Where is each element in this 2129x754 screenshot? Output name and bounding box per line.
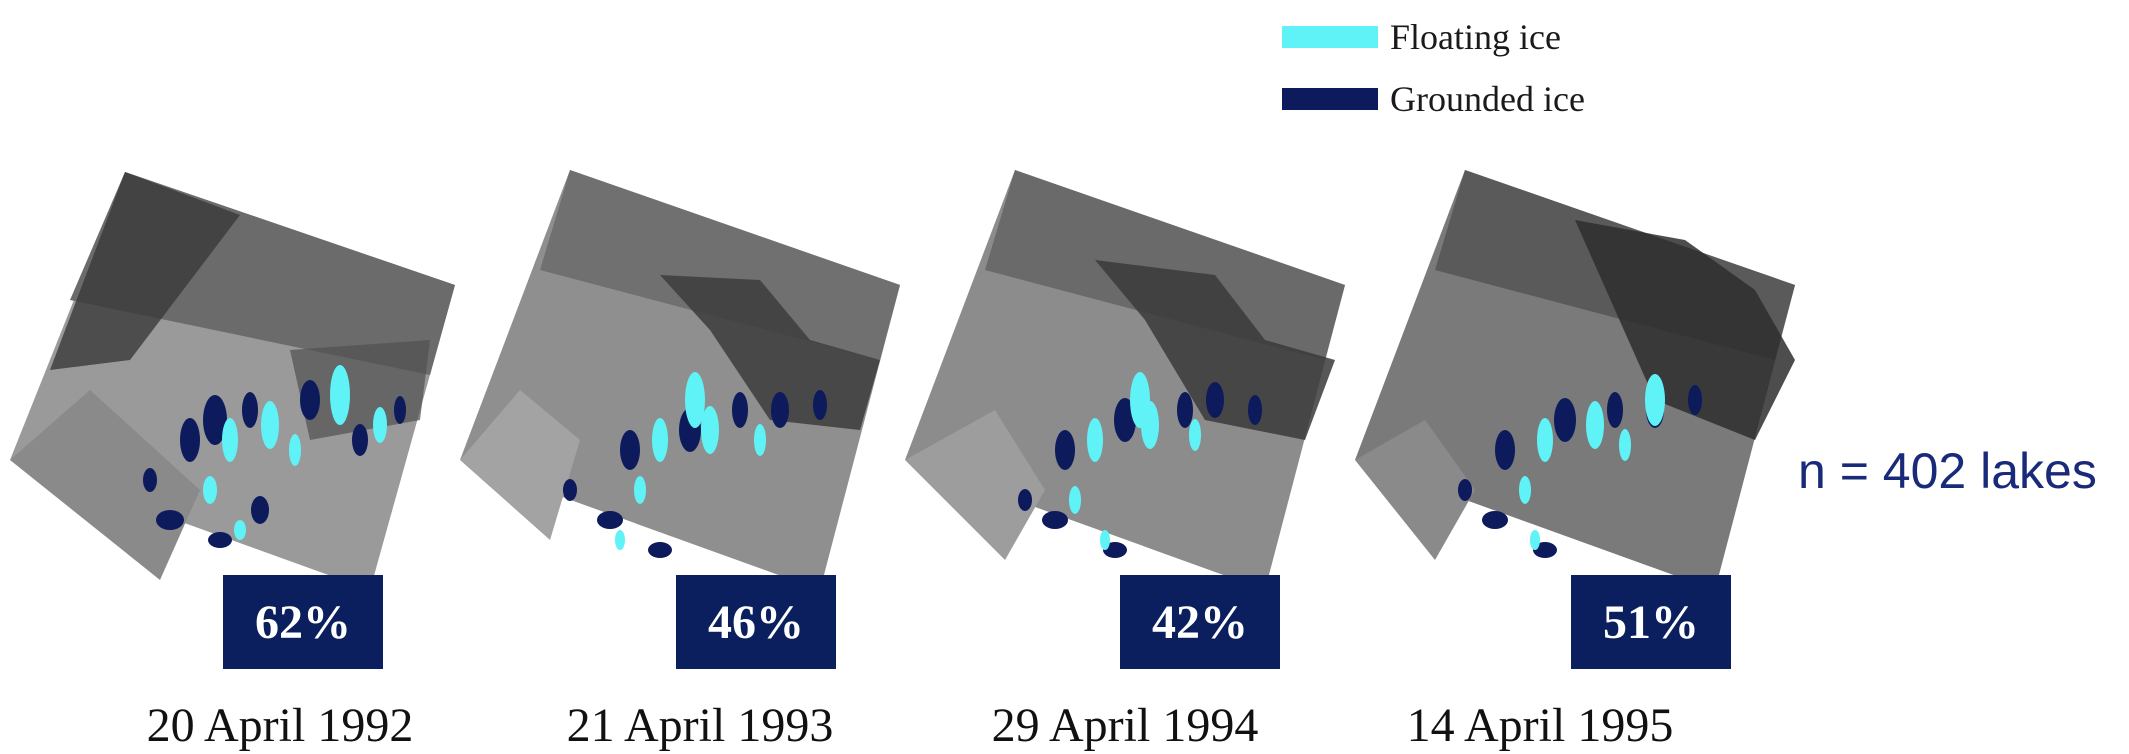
floating-ice-percent-badge: 46% xyxy=(676,575,836,669)
satellite-image-1994: 42% xyxy=(905,160,1375,669)
satellite-image-1995: 51% xyxy=(1355,160,1825,669)
image-date-1994: 29 April 1994 xyxy=(991,699,1259,752)
grounded-ice-lakes xyxy=(1018,382,1262,558)
legend: Floating ice Grounded ice xyxy=(1282,6,1585,130)
floating-ice-lakes xyxy=(1069,372,1201,550)
legend-label: Grounded ice xyxy=(1390,79,1585,119)
grounded-ice-swatch xyxy=(1282,88,1378,110)
floating-ice-swatch xyxy=(1282,26,1378,48)
satellite-image-1992: 62% xyxy=(10,160,480,669)
floating-ice-percent-badge: 51% xyxy=(1571,575,1731,669)
legend-item-floating-ice: Floating ice xyxy=(1282,6,1585,68)
image-date-1993: 21 April 1993 xyxy=(566,699,834,752)
sar-image xyxy=(10,172,455,590)
floating-ice-percent-badge: 42% xyxy=(1120,575,1280,669)
sar-image xyxy=(905,170,1345,590)
floating-ice-lakes xyxy=(203,365,387,540)
legend-label: Floating ice xyxy=(1390,17,1561,57)
image-date-1992: 20 April 1992 xyxy=(146,699,414,752)
image-date-1995: 14 April 1995 xyxy=(1406,699,1674,752)
floating-ice-percent-badge: 62% xyxy=(223,575,383,669)
grounded-ice-lakes xyxy=(143,380,406,548)
lake-count-label: n = 402 lakes xyxy=(1798,443,2097,499)
satellite-image-1993: 46% xyxy=(460,160,930,669)
floating-ice-lakes xyxy=(1519,374,1665,550)
floating-ice-lakes xyxy=(615,372,766,550)
legend-item-grounded-ice: Grounded ice xyxy=(1282,68,1585,130)
